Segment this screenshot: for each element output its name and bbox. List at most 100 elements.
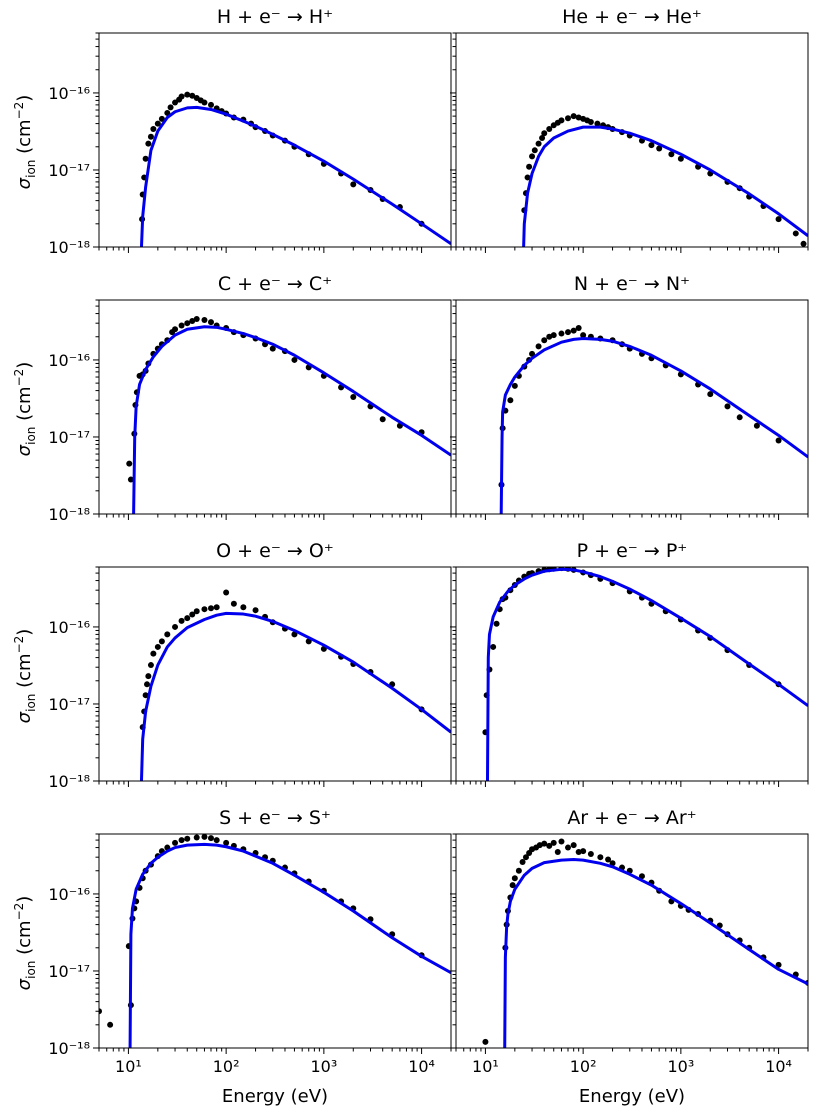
plot-area: [126, 316, 451, 514]
data-point: [522, 854, 529, 861]
data-point: [539, 135, 546, 142]
y-axis-label: σion (cm−2): [12, 362, 38, 457]
y-axis-label: σion (cm−2): [12, 95, 38, 190]
y-tick-label: 10⁻¹⁶: [48, 351, 90, 370]
x-tick-label: 10²: [213, 1057, 240, 1076]
data-point: [490, 643, 497, 650]
panel-title: C + e⁻ → C⁺: [218, 273, 332, 295]
panel-title: P + e⁻ → P⁺: [577, 540, 688, 562]
data-point: [724, 403, 731, 410]
data-point: [554, 849, 561, 856]
fit-line: [499, 336, 808, 514]
data-point: [677, 155, 684, 162]
data-point: [558, 838, 565, 845]
data-point: [605, 856, 612, 863]
plot-area: [498, 324, 808, 514]
x-tick-label: 10²: [570, 1057, 597, 1076]
panel-ar: Ar + e⁻ → Ar⁺ 10¹ 10² 10³ 10⁴: [450, 807, 809, 1076]
data-point: [524, 174, 531, 181]
y-tick-label: 10⁻¹⁷: [48, 695, 90, 714]
data-point: [638, 873, 645, 880]
fit-line: [139, 105, 451, 247]
data-point: [509, 882, 516, 889]
data-point: [189, 318, 196, 325]
data-point: [546, 842, 553, 849]
y-tick-label: 10⁻¹⁸: [48, 772, 90, 791]
data-point: [142, 155, 149, 162]
data-point: [482, 1038, 489, 1045]
data-point: [775, 216, 782, 223]
data-point: [511, 875, 518, 882]
plot-frame: [98, 299, 452, 515]
data-point: [519, 858, 526, 865]
panel-n: N + e⁻ → N⁺: [450, 273, 809, 520]
data-point: [541, 130, 548, 137]
data-point: [172, 326, 179, 333]
plot-area: [482, 567, 808, 781]
x-tick-label: 10³: [310, 1057, 337, 1076]
data-point: [147, 133, 154, 140]
data-point: [565, 844, 571, 851]
data-point: [184, 615, 191, 622]
data-point: [550, 332, 557, 339]
y-tick-label: 10⁻¹⁶: [48, 885, 90, 904]
plot-area: [99, 834, 451, 1048]
x-axis-labels: Energy (eV) Energy (eV): [222, 1086, 685, 1107]
data-point: [223, 839, 230, 846]
data-point: [201, 606, 208, 613]
data-point: [575, 324, 582, 331]
plot-frame: [98, 32, 452, 248]
data-point: [201, 834, 208, 840]
plot-frame: [455, 833, 809, 1049]
plot-area: [521, 113, 808, 247]
data-point: [213, 604, 220, 611]
data-point: [707, 391, 714, 398]
data-point: [145, 673, 152, 680]
data-point: [580, 332, 587, 339]
data-point: [189, 92, 196, 99]
panel-title: N + e⁻ → N⁺: [574, 273, 690, 295]
ticks: [450, 833, 809, 1054]
fit-line: [503, 858, 808, 1048]
data-point: [565, 329, 571, 336]
data-point: [208, 605, 214, 612]
data-point: [145, 140, 152, 147]
ticks: [93, 299, 452, 520]
data-point: [529, 350, 536, 357]
data-point: [736, 414, 743, 421]
data-point: [178, 617, 185, 624]
y-axis-label: σion (cm−2): [12, 629, 38, 724]
fit-line: [139, 611, 451, 781]
ticks: [93, 833, 452, 1054]
fit-line: [485, 567, 808, 781]
data-point: [546, 126, 553, 133]
data-point: [656, 145, 663, 152]
y-tick-label: 10⁻¹⁸: [48, 1039, 90, 1058]
y-tick-label: 10⁻¹⁸: [48, 505, 90, 524]
data-point: [379, 416, 386, 423]
plot-area: [139, 91, 451, 247]
x-axis-label: Energy (eV): [579, 1086, 685, 1107]
data-point: [154, 643, 161, 650]
data-point: [193, 834, 200, 841]
data-point: [587, 851, 594, 857]
panel-o: O + e⁻ → O⁺ 10⁻¹⁸ 10⁻¹⁷ 10⁻¹⁶: [48, 540, 452, 791]
data-point: [144, 681, 151, 688]
data-point: [193, 316, 200, 322]
data-point: [575, 849, 582, 856]
data-point: [531, 147, 538, 154]
data-point: [126, 460, 133, 467]
data-point: [158, 638, 165, 645]
data-point: [587, 118, 594, 125]
y-axis-label: σion (cm−2): [12, 896, 38, 991]
plot-frame: [455, 299, 809, 515]
panel-title: O + e⁻ → O⁺: [216, 540, 334, 562]
fit-line: [132, 325, 451, 514]
panels: H + e⁻ → H⁺ 10⁻¹⁸ 10⁻¹⁷ 10⁻¹⁶ He + e⁻ → He⁺ C…: [48, 6, 809, 1076]
data-point: [178, 837, 185, 844]
data-point: [515, 867, 522, 874]
data-point: [541, 840, 548, 847]
data-point: [350, 394, 357, 401]
fit-line: [128, 842, 451, 1048]
